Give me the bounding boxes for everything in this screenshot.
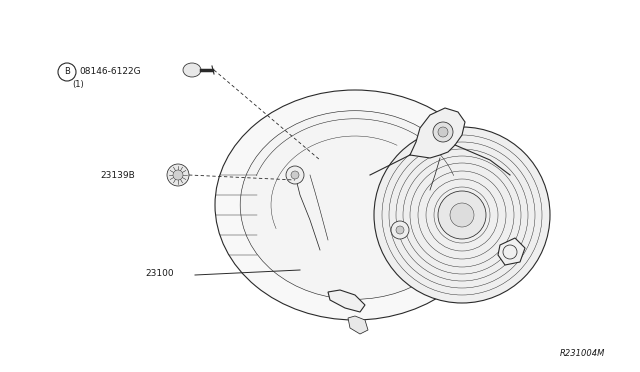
Ellipse shape xyxy=(183,63,201,77)
Polygon shape xyxy=(328,290,365,312)
Text: R231004M: R231004M xyxy=(560,349,605,358)
Circle shape xyxy=(438,127,448,137)
Polygon shape xyxy=(348,316,368,334)
Circle shape xyxy=(173,170,183,180)
Polygon shape xyxy=(410,108,465,158)
Text: (1): (1) xyxy=(72,80,84,90)
Text: 23100: 23100 xyxy=(145,269,173,278)
Circle shape xyxy=(433,122,453,142)
Circle shape xyxy=(291,171,299,179)
Circle shape xyxy=(438,191,486,239)
Circle shape xyxy=(374,127,550,303)
Circle shape xyxy=(167,164,189,186)
Circle shape xyxy=(286,166,304,184)
Text: 23139B: 23139B xyxy=(100,170,135,180)
Ellipse shape xyxy=(240,111,470,299)
Circle shape xyxy=(391,221,409,239)
Polygon shape xyxy=(498,238,525,265)
Ellipse shape xyxy=(215,90,495,320)
Text: 08146-6122G: 08146-6122G xyxy=(79,67,141,76)
Circle shape xyxy=(450,203,474,227)
Circle shape xyxy=(396,226,404,234)
Text: B: B xyxy=(64,67,70,77)
